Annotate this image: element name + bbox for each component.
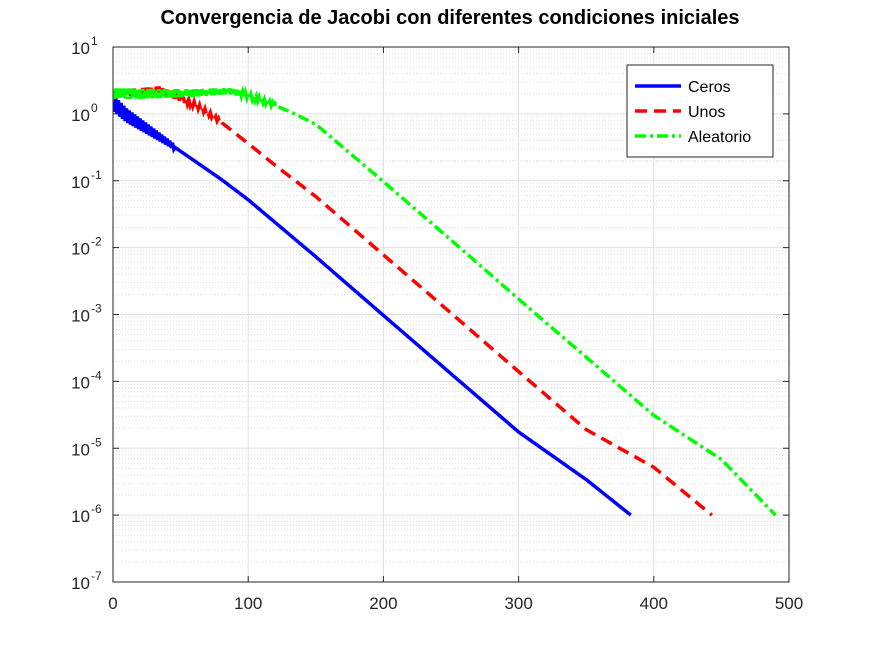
y-tick-exponent: -1 xyxy=(91,168,102,182)
y-tick-label: 10 xyxy=(71,440,90,459)
legend-label-aleatorio: Aleatorio xyxy=(688,129,751,146)
y-tick-label: 10 xyxy=(71,39,90,58)
x-tick-label: 0 xyxy=(108,594,117,613)
y-tick-exponent: -5 xyxy=(91,435,102,449)
x-tick-label: 500 xyxy=(775,594,803,613)
y-tick-exponent: -3 xyxy=(91,302,102,316)
y-tick-exponent: 0 xyxy=(91,101,98,115)
y-tick-label: 10 xyxy=(71,307,90,326)
chart-title: Convergencia de Jacobi con diferentes co… xyxy=(160,7,739,29)
series-line-aleatorio xyxy=(112,84,777,517)
y-tick-label: 10 xyxy=(71,574,90,593)
y-tick-exponent: -2 xyxy=(91,235,102,249)
series-line-ceros xyxy=(112,97,632,517)
y-tick-label: 10 xyxy=(71,173,90,192)
y-tick-label: 10 xyxy=(71,240,90,259)
series-line-unos xyxy=(112,86,714,517)
y-tick-label: 10 xyxy=(71,106,90,125)
y-tick-exponent: 1 xyxy=(91,34,98,48)
y-tick-exponent: -6 xyxy=(91,502,102,516)
legend: Ceros Unos Aleatorio xyxy=(626,64,774,158)
legend-label-ceros: Ceros xyxy=(688,79,731,96)
legend-box xyxy=(626,64,774,158)
y-tick-label: 10 xyxy=(71,507,90,526)
x-tick-label: 400 xyxy=(640,594,668,613)
x-axis: 0 100 200 300 400 500 xyxy=(108,47,803,613)
x-tick-label: 200 xyxy=(369,594,397,613)
legend-label-unos: Unos xyxy=(688,104,725,121)
x-tick-label: 300 xyxy=(504,594,532,613)
y-tick-label: 10 xyxy=(71,373,90,392)
y-tick-exponent: -7 xyxy=(91,569,102,583)
x-tick-label: 100 xyxy=(234,594,262,613)
y-tick-exponent: -4 xyxy=(91,368,102,382)
series-layer xyxy=(112,84,777,517)
